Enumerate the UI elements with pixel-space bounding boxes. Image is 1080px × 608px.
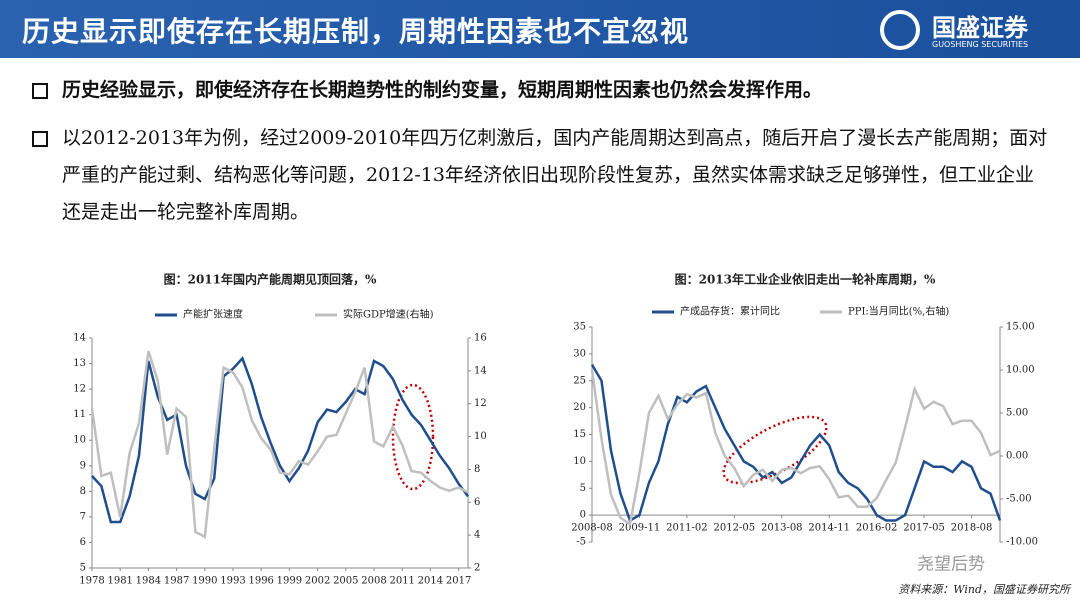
x-tick-label: 2014	[418, 576, 443, 587]
y2-tick-label: 2	[474, 563, 480, 574]
highlight-ellipse	[722, 415, 828, 485]
logo-icon	[880, 10, 920, 50]
source: 资料来源：Wind，国盛证券研究所	[898, 583, 1072, 596]
x-tick-label: 2011	[389, 576, 414, 587]
y2-tick-label: 10	[474, 431, 487, 442]
bullet-text: 历史经验显示，即使经济存在长期趋势性的制约变量，短期周期性因素也仍然会发挥作用。	[62, 79, 823, 101]
x-tick-label: 1978	[79, 576, 104, 587]
x-tick-label: 1981	[107, 576, 132, 587]
x-tick-label: 1993	[220, 576, 245, 587]
y2-tick-label: 0.00	[1006, 451, 1028, 462]
watermark: 尧望后势	[917, 555, 985, 575]
x-tick-label: 2018-08	[951, 523, 993, 534]
legend-label: 实际GDP增速(右轴)	[343, 308, 434, 321]
y-tick-label: 30	[573, 348, 586, 359]
highlight-ellipse	[391, 383, 435, 491]
x-tick-label: 2017-05	[903, 523, 945, 534]
header-title: 历史显示即使存在长期压制，周期性因素也不宜忽视	[22, 15, 690, 48]
y2-tick-label: 16	[474, 333, 487, 344]
y-tick-label: 35	[573, 322, 586, 333]
y-tick-label: 25	[573, 375, 586, 386]
y-tick-label: 9	[80, 460, 86, 471]
series-line	[90, 350, 469, 539]
y-tick-label: 6	[80, 537, 86, 548]
x-tick-label: 1999	[277, 576, 302, 587]
x-tick-label: 1984	[136, 576, 161, 587]
x-tick-label: 1987	[164, 576, 189, 587]
y2-tick-label: 6	[474, 497, 480, 508]
series-line	[91, 356, 470, 524]
charts: 尧望后势 资料来源：Wind，国盛证券研究所 图：2011年国内产能周期见顶回落…	[73, 272, 1072, 597]
chart-title: 图：2011年国内产能周期见顶回落，%	[164, 272, 377, 287]
y2-tick-label: 14	[474, 365, 487, 376]
logo-subtext: GUOSHENG SECURITIES	[932, 40, 1029, 49]
y2-tick-label: 15.00	[1006, 322, 1035, 333]
y-tick-label: 8	[80, 486, 86, 497]
x-tick-label: 2002	[305, 576, 330, 587]
bullet-text: 以2012-2013年为例，经过2009-2010年四万亿刺激后，国内产能周期达…	[62, 127, 1048, 223]
x-tick-label: 2017	[446, 576, 471, 587]
x-tick-label: 2016-02	[856, 523, 898, 534]
y-tick-label: 20	[573, 402, 586, 413]
y2-tick-label: 8	[474, 464, 480, 475]
x-tick-label: 2005	[333, 576, 358, 587]
chart-title: 图：2013年工业企业依旧走出一轮补库周期，%	[675, 272, 936, 287]
y-tick-label: 10	[73, 435, 86, 446]
series-line	[590, 369, 1001, 526]
y-tick-label: 15	[573, 429, 586, 440]
y2-tick-label: 4	[474, 530, 480, 541]
x-tick-label: 2012-05	[714, 523, 756, 534]
header: 历史显示即使存在长期压制，周期性因素也不宜忽视 国盛证券 GUOSHENG SE…	[0, 0, 1080, 58]
y-tick-label: 12	[73, 384, 86, 395]
y-tick-label: 11	[73, 409, 86, 420]
legend-label: 产成品存货：累计同比	[680, 305, 780, 318]
y2-tick-label: -5.00	[1006, 494, 1032, 505]
x-tick-label: 2008	[361, 576, 386, 587]
x-tick-label: 2014-11	[808, 523, 850, 534]
x-tick-label: 2011-02	[666, 523, 708, 534]
y-tick-label: 10	[573, 456, 586, 467]
y-tick-label: 14	[73, 333, 86, 344]
y-tick-label: -5	[576, 537, 586, 548]
y2-tick-label: -10.00	[1006, 537, 1038, 548]
x-tick-label: 1996	[248, 576, 273, 587]
y-tick-label: 13	[73, 358, 86, 369]
legend-label: PPI:当月同比(%,右轴)	[848, 305, 949, 318]
x-tick-label: 1990	[192, 576, 217, 587]
x-tick-label: 2013-08	[761, 523, 803, 534]
series-line	[590, 363, 1002, 523]
legend-label: 产能扩张速度	[183, 308, 243, 321]
y-tick-label: 5	[580, 483, 586, 494]
y-tick-label: 0	[580, 510, 586, 521]
x-tick-label: 2008-08	[571, 523, 613, 534]
y-tick-label: 7	[80, 511, 86, 522]
bullet: 以2012-2013年为例，经过2009-2010年四万亿刺激后，国内产能周期达…	[32, 120, 1052, 231]
y-tick-label: 5	[80, 563, 86, 574]
y2-tick-label: 12	[474, 398, 487, 409]
x-tick-label: 2009-11	[619, 523, 661, 534]
y2-tick-label: 10.00	[1006, 365, 1035, 376]
y2-tick-label: 5.00	[1006, 408, 1028, 419]
bullet: 历史经验显示，即使经济存在长期趋势性的制约变量，短期周期性因素也仍然会发挥作用。	[32, 72, 1052, 109]
logo-text: 国盛证券	[932, 14, 1028, 42]
